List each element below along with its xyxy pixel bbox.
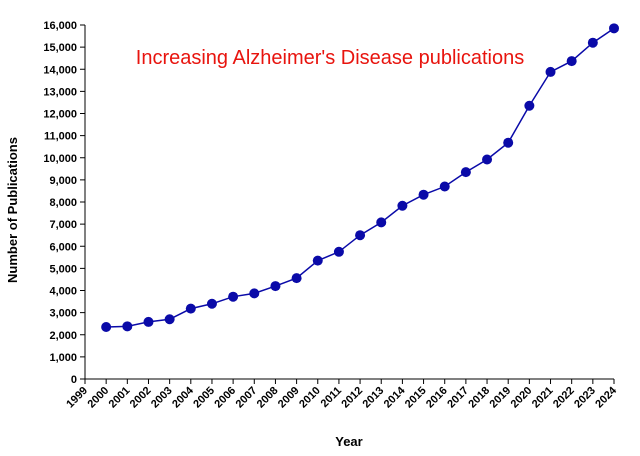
- y-tick-label: 7,000: [49, 219, 77, 231]
- y-tick-label: 2,000: [49, 330, 77, 342]
- data-point: [503, 137, 514, 148]
- data-point: [270, 281, 281, 292]
- data-point: [439, 181, 450, 192]
- x-tick-label: 2015: [403, 385, 429, 411]
- x-tick-label: 2021: [530, 385, 556, 411]
- data-point: [333, 246, 344, 257]
- x-tick-label: 2016: [424, 385, 450, 411]
- y-tick-label: 1,000: [49, 352, 77, 364]
- y-tick-label: 15,000: [43, 42, 77, 54]
- data-point: [524, 100, 535, 111]
- x-tick-label: 1999: [64, 385, 90, 411]
- x-tick-label: 2011: [319, 385, 344, 410]
- data-point: [249, 288, 260, 299]
- y-tick-label: 13,000: [43, 86, 77, 98]
- x-tick-label: 2002: [128, 385, 154, 411]
- series-line: [106, 27, 615, 328]
- data-point: [143, 316, 154, 327]
- data-point: [122, 321, 133, 332]
- x-tick-label: 2024: [593, 384, 619, 410]
- data-point: [312, 255, 323, 266]
- y-tick-label: 12,000: [43, 109, 77, 121]
- data-point: [164, 314, 175, 325]
- x-tick-label: 2018: [466, 385, 492, 411]
- x-tick-label: 2007: [234, 385, 260, 411]
- y-tick-label: 9,000: [49, 175, 77, 187]
- y-axis-title: Number of Publications: [5, 137, 20, 283]
- x-tick-label: 2022: [551, 385, 577, 411]
- data-point: [228, 291, 239, 302]
- x-tick-label: 2010: [297, 385, 323, 411]
- chart-title: Increasing Alzheimer's Disease publicati…: [136, 47, 524, 69]
- data-point: [460, 167, 471, 178]
- data-point: [291, 273, 302, 284]
- data-point: [355, 230, 366, 241]
- y-tick-label: 3,000: [49, 308, 77, 320]
- data-point: [185, 303, 196, 314]
- y-tick-label: 0: [71, 374, 77, 386]
- data-point: [566, 56, 577, 67]
- x-tick-label: 2009: [276, 385, 302, 411]
- x-tick-label: 2003: [149, 385, 175, 411]
- y-tick-label: 11,000: [44, 131, 77, 143]
- data-point: [418, 189, 429, 200]
- x-tick-label: 2000: [85, 385, 111, 411]
- x-tick-label: 2012: [339, 385, 365, 411]
- data-point: [376, 217, 387, 228]
- y-tick-label: 14,000: [43, 64, 77, 76]
- y-tick-label: 16,000: [43, 20, 77, 32]
- x-tick-label: 2013: [361, 385, 387, 411]
- x-axis-title: Year: [335, 434, 362, 449]
- data-point: [545, 66, 556, 77]
- data-point: [482, 154, 493, 165]
- y-tick-label: 10,000: [43, 153, 77, 165]
- x-tick-label: 2008: [255, 385, 281, 411]
- x-tick-label: 2001: [107, 385, 133, 411]
- y-tick-label: 8,000: [49, 197, 77, 209]
- x-tick-label: 2014: [382, 384, 408, 410]
- data-point: [101, 322, 112, 333]
- x-tick-label: 2020: [509, 385, 535, 411]
- y-tick-label: 4,000: [49, 286, 77, 298]
- x-tick-label: 2005: [191, 385, 217, 411]
- data-point: [397, 200, 408, 211]
- y-tick-label: 5,000: [49, 263, 77, 275]
- x-tick-label: 2017: [445, 385, 471, 411]
- x-tick-label: 2019: [488, 385, 514, 411]
- data-point: [206, 298, 217, 309]
- x-tick-label: 2004: [170, 384, 196, 410]
- x-tick-label: 2006: [212, 385, 238, 411]
- x-tick-label: 2023: [572, 385, 598, 411]
- y-tick-label: 6,000: [49, 241, 77, 253]
- data-point: [587, 37, 598, 48]
- data-point: [609, 23, 619, 34]
